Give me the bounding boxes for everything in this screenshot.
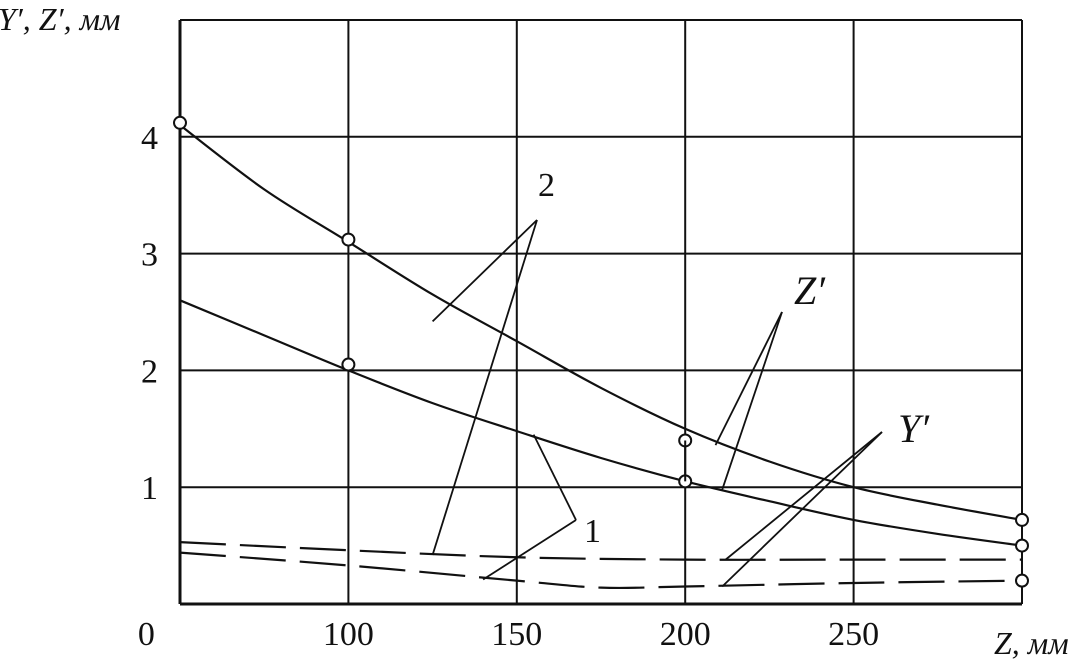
annotation-leader-line	[721, 311, 783, 490]
series-line-z2	[179, 124, 1023, 521]
x-tick-labels: 0 100 150 200 250	[138, 616, 879, 653]
data-markers	[173, 115, 1029, 588]
data-point-marker	[173, 115, 187, 130]
x-tick-label: 100	[323, 616, 374, 653]
series-line-z1	[179, 299, 1023, 547]
annotation-leader-line	[431, 219, 538, 322]
annotation-leader-line	[532, 434, 577, 521]
annotation-label-z: Z′	[794, 268, 826, 313]
y-tick-label: 4	[141, 120, 158, 157]
annotation-leader-line	[714, 311, 783, 446]
annotation-leader-line	[431, 219, 538, 556]
data-point-marker	[1015, 512, 1029, 527]
annotation-label-y: Y′	[898, 406, 930, 451]
x-tick-label: 150	[491, 616, 542, 653]
data-point-marker	[1015, 573, 1029, 588]
annotation-leader-line	[725, 431, 883, 561]
y-tick-labels: 1 2 3 4	[141, 120, 158, 507]
grid	[178, 19, 1023, 606]
x-tick-label: 250	[828, 616, 879, 653]
y-tick-label: 3	[141, 237, 158, 274]
data-point-marker	[341, 232, 356, 247]
y-axis-label: Y′, Z′, мм	[0, 1, 120, 37]
annotation-label-2: 2	[538, 167, 555, 204]
x-tick-label: 0	[138, 616, 155, 653]
series-line-y2	[179, 540, 1022, 561]
data-point-marker	[341, 357, 356, 372]
x-tick-label: 200	[660, 616, 711, 653]
y-tick-label: 1	[141, 470, 158, 507]
y-tick-label: 2	[141, 353, 158, 390]
curves	[179, 124, 1023, 590]
x-axis-label: Z, мм	[994, 625, 1069, 661]
annotation-leader-line	[482, 519, 577, 581]
annotation-label-1: 1	[584, 513, 601, 550]
data-point-marker	[1015, 538, 1029, 553]
series-line-y1	[179, 551, 1023, 590]
annotation-leader-line	[721, 431, 883, 588]
annotation-leaders	[431, 219, 883, 588]
